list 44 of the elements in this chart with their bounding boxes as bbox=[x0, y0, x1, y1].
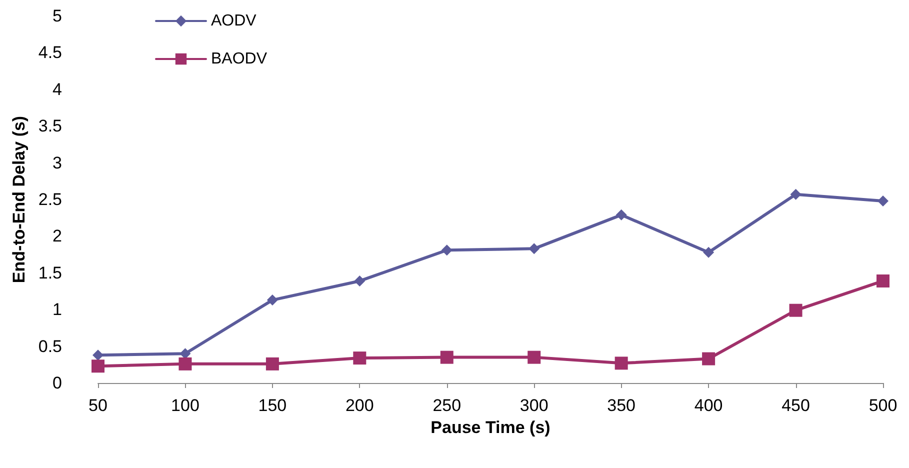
y-tick-label: 1 bbox=[52, 300, 62, 320]
point bbox=[876, 274, 890, 288]
point bbox=[441, 244, 452, 256]
point bbox=[178, 357, 192, 370]
point bbox=[616, 209, 627, 220]
y-tick-label: 3.5 bbox=[38, 116, 62, 136]
y-axis-title: End-to-End Delay (s) bbox=[9, 116, 28, 284]
y-tick-label: 4 bbox=[52, 80, 62, 99]
point bbox=[92, 360, 104, 373]
x-tick-label: 100 bbox=[171, 396, 200, 415]
y-tick-label: 0.5 bbox=[38, 336, 62, 356]
x-tick-label: 150 bbox=[258, 396, 287, 415]
point bbox=[528, 350, 541, 364]
y-tick-label: 2.5 bbox=[38, 190, 62, 209]
point bbox=[266, 294, 278, 306]
x-tick-label: 500 bbox=[868, 396, 898, 415]
y-tick-label: 1.5 bbox=[38, 263, 62, 282]
x-tick-label: 300 bbox=[520, 396, 548, 415]
x-tick-label: 50 bbox=[88, 396, 108, 415]
point bbox=[790, 188, 802, 200]
y-tick-label: 2 bbox=[52, 226, 62, 246]
point bbox=[702, 352, 716, 366]
point bbox=[354, 275, 366, 286]
x-tick-label: 350 bbox=[607, 396, 636, 415]
point bbox=[703, 246, 714, 258]
x-tick-label: 200 bbox=[345, 396, 374, 415]
point bbox=[789, 304, 802, 317]
legend-label: BAODV bbox=[211, 50, 268, 68]
y-tick-label: 3 bbox=[52, 153, 62, 172]
point bbox=[92, 350, 104, 361]
x-tick-label: 450 bbox=[782, 396, 810, 415]
y-tick-label: 0 bbox=[52, 374, 62, 392]
y-tick-label: 4.5 bbox=[38, 43, 62, 62]
x-tick-label: 250 bbox=[432, 396, 462, 415]
legend-label: AODV bbox=[211, 12, 257, 30]
point bbox=[528, 243, 540, 254]
point bbox=[614, 356, 628, 370]
point bbox=[353, 352, 366, 365]
point bbox=[878, 195, 888, 206]
point bbox=[440, 350, 454, 364]
x-axis-title: Pause Time (s) bbox=[430, 418, 550, 437]
x-tick-label: 400 bbox=[694, 396, 723, 415]
y-tick-label: 5 bbox=[52, 6, 62, 26]
point bbox=[266, 357, 279, 370]
